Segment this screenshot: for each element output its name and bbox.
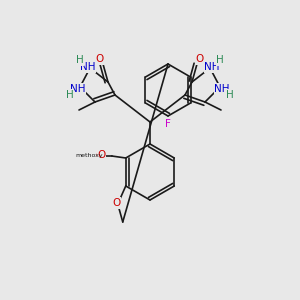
Text: O: O (98, 150, 106, 160)
Text: H: H (226, 90, 234, 100)
Text: NH: NH (204, 62, 220, 72)
Text: O: O (112, 198, 121, 208)
Text: methoxy: methoxy (75, 152, 103, 158)
Text: NH: NH (80, 62, 96, 72)
Text: NH: NH (214, 84, 230, 94)
Text: H: H (216, 55, 224, 65)
Text: O: O (196, 54, 204, 64)
Text: F: F (165, 119, 171, 129)
Text: O: O (96, 151, 104, 161)
Text: O: O (96, 54, 104, 64)
Text: NH: NH (70, 84, 86, 94)
Text: H: H (66, 90, 74, 100)
Text: H: H (76, 55, 84, 65)
